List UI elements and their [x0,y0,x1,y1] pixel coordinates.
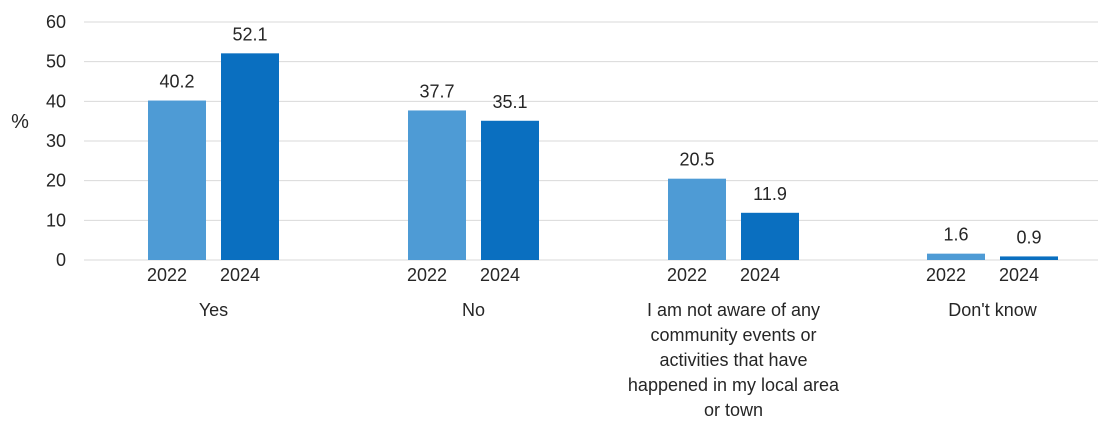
y-tick-label: 30 [46,131,66,151]
series-year-label: 2022 [667,265,707,285]
bar [668,178,726,260]
data-label: 11.9 [753,184,787,204]
data-label: 40.2 [159,72,194,92]
data-label: 35.1 [492,92,527,112]
x-category-label: I am not aware of any [647,300,820,320]
data-label: 37.7 [419,81,454,101]
x-category-label: community events or [650,325,816,345]
series-year-label: 2022 [926,265,966,285]
data-label: 0.9 [1016,227,1041,247]
series-year-label: 2022 [147,265,187,285]
data-label: 52.1 [232,24,267,44]
y-tick-label: 10 [46,210,66,230]
x-category-label: or town [704,400,763,420]
bars [148,53,1058,261]
series-year-label: 2022 [407,265,447,285]
series-year-label: 2024 [220,265,260,285]
series-year-label: 2024 [740,265,780,285]
bar [221,53,279,260]
x-category-label: activities that have [659,350,807,370]
bar [481,120,539,261]
bar [741,212,799,260]
x-category-label: Don't know [948,300,1037,320]
labels: 0 10 20 30 40 50 60 40.2 2022 52.1 2024 Yes 37.7 2022… [46,12,1042,420]
series-year-label: 2024 [999,265,1039,285]
bar [927,253,985,260]
y-tick-label: 60 [46,12,66,32]
y-tick-label: 20 [46,171,66,191]
y-tick-label: 50 [46,52,66,72]
bar [1000,256,1058,260]
bar [408,110,466,260]
y-axis-label: % [11,111,29,133]
x-category-label: No [462,300,485,320]
series-year-label: 2024 [480,265,520,285]
y-tick-label: 40 [46,91,66,111]
data-label: 20.5 [679,150,714,170]
y-tick-label: 0 [56,250,66,270]
data-label: 1.6 [943,225,968,245]
x-category-label: Yes [199,300,228,320]
bar [148,100,206,260]
x-category-label: happened in my local area [628,375,840,395]
